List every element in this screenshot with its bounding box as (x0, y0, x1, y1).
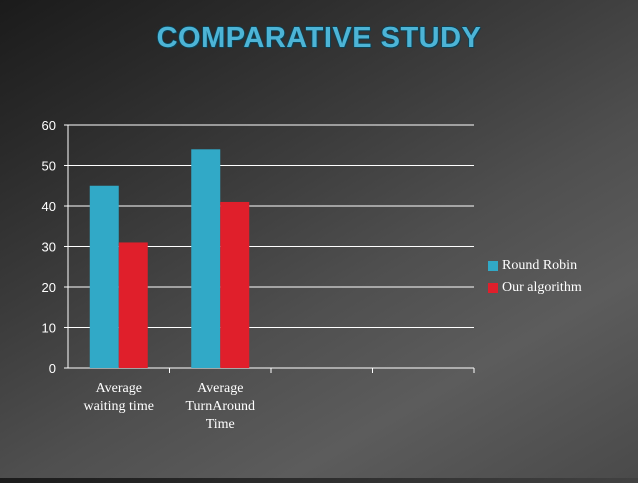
y-tick-label: 60 (42, 118, 56, 133)
bar (118, 242, 148, 368)
y-tick-label: 20 (42, 280, 56, 295)
x-tick-label: TurnAround (186, 399, 256, 414)
legend-swatch-our-algorithm (488, 283, 498, 293)
y-tick-label: 10 (42, 321, 56, 336)
legend-label-round-robin: Round Robin (502, 258, 578, 273)
y-tick-label: 30 (42, 240, 56, 255)
bar (89, 185, 119, 368)
bar (191, 149, 221, 368)
y-tick-label: 40 (42, 199, 56, 214)
y-tick-label: 0 (49, 361, 56, 376)
y-tick-label: 50 (42, 159, 56, 174)
x-tick-label: Time (206, 417, 235, 432)
bar (220, 201, 250, 368)
legend-item-our-algorithm: Our algorithm (488, 277, 582, 299)
legend-item-round-robin: Round Robin (488, 255, 582, 277)
legend-swatch-round-robin (488, 261, 498, 271)
x-tick-label: waiting time (84, 399, 154, 414)
legend: Round Robin Our algorithm (488, 255, 582, 299)
legend-label-our-algorithm: Our algorithm (502, 280, 582, 295)
x-tick-label: Average (197, 381, 243, 396)
slide-title: COMPARATIVE STUDY (156, 22, 482, 54)
x-tick-label: Average (96, 381, 142, 396)
